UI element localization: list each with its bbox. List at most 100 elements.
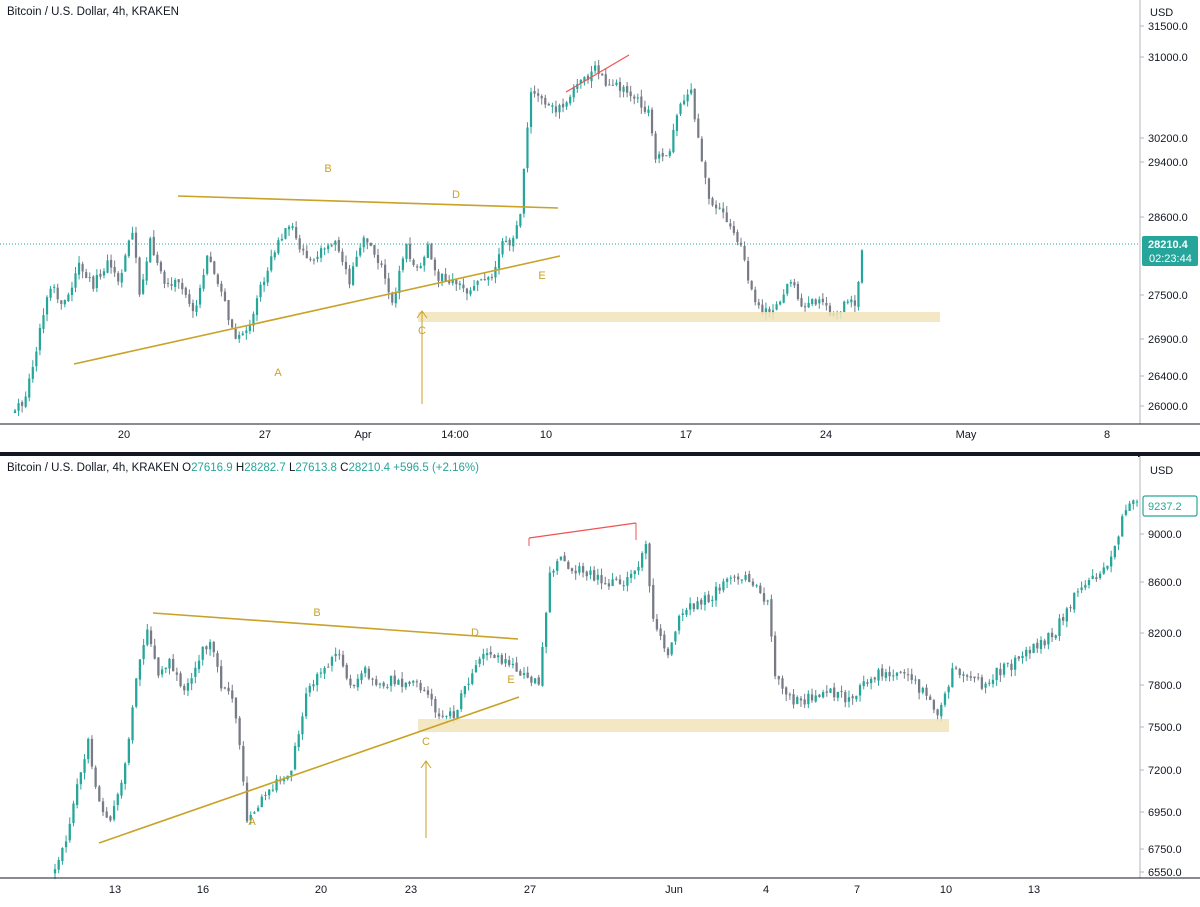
candle: [1121, 513, 1124, 537]
candle-body: [220, 666, 223, 689]
time-axis[interactable]: 13 16 20 23 27 Jun 4 7 10 13: [0, 877, 1200, 896]
candle: [98, 784, 101, 802]
plot-area[interactable]: [0, 456, 1139, 880]
y-tick-label: 7500.0: [1148, 722, 1182, 734]
candle: [744, 571, 747, 582]
y-tick-label: 6950.0: [1148, 807, 1182, 819]
candle-body: [270, 256, 273, 271]
candle: [327, 663, 330, 668]
triangle-upper-trendline: [152, 612, 519, 640]
candle: [567, 560, 570, 570]
candle: [732, 221, 735, 236]
candle: [371, 677, 374, 686]
candle: [910, 668, 913, 684]
candle-body: [109, 259, 113, 268]
candle: [958, 667, 961, 679]
candle: [369, 242, 372, 247]
candle-body: [740, 579, 744, 581]
divergence-line: [565, 54, 630, 93]
candle: [348, 264, 351, 289]
pane-separator[interactable]: [0, 452, 1200, 457]
candle-body: [223, 687, 227, 689]
plot-background: [0, 456, 1138, 878]
pattern-annotations: A B C D E: [98, 522, 949, 844]
candle-body: [455, 279, 458, 285]
candle-body: [850, 299, 853, 303]
candle: [1135, 499, 1139, 507]
price-axis[interactable]: USD 31500.0 31000.0 30200.0 29400.0 28600.0 27…: [1139, 0, 1200, 424]
ohlc-change: +596.5 (+2.16%): [393, 462, 479, 474]
candle-body: [348, 268, 351, 285]
candle: [117, 271, 120, 286]
candle-body: [843, 301, 846, 313]
candle-body: [327, 245, 330, 250]
candle-body: [290, 770, 293, 775]
candle-body: [761, 304, 764, 313]
candle: [177, 279, 180, 289]
candle-body: [789, 282, 792, 284]
candle: [650, 107, 654, 137]
candle-body: [338, 654, 341, 656]
candle: [770, 594, 773, 642]
candle-body: [1010, 663, 1013, 671]
candle-body: [777, 676, 780, 680]
pattern-label-c: C: [422, 736, 430, 748]
candle: [70, 281, 74, 302]
candle: [462, 278, 465, 293]
candle: [604, 68, 607, 87]
candle-body: [271, 789, 275, 791]
candle-body: [1073, 592, 1076, 610]
chart-panel-bottom[interactable]: A B C D E USD 9000.0 8600.0 8200.0 7800.0 7500.0 7…: [0, 456, 1200, 907]
candle-body: [551, 105, 554, 107]
candle: [21, 400, 24, 413]
candle-body: [633, 96, 636, 99]
candle: [323, 665, 326, 680]
candlestick-chart-bottom[interactable]: A B C D E USD 9000.0 8600.0 8200.0 7800.0 7500.0 7…: [0, 456, 1200, 907]
candle: [665, 155, 668, 157]
candle-body: [412, 680, 415, 683]
candle-body: [1091, 575, 1094, 579]
y-tick-label: 29400.0: [1148, 157, 1188, 169]
candle-body: [581, 566, 585, 573]
candle-body: [903, 672, 906, 674]
candle-body: [419, 682, 422, 691]
ohlc-low: 27613.8: [295, 462, 337, 474]
candle: [796, 695, 799, 705]
candle: [570, 567, 574, 574]
candle: [1036, 638, 1039, 653]
candle: [873, 676, 876, 683]
candle-body: [260, 796, 263, 808]
chart-panel-top[interactable]: A B C D E USD 31500.0 31000.0 30200.0 29400.0 286…: [0, 0, 1200, 453]
candle-body: [1061, 617, 1065, 621]
candle: [847, 690, 851, 708]
plot-area[interactable]: [0, 0, 1138, 424]
candle: [338, 649, 341, 660]
candle-body: [216, 274, 219, 284]
candle-body: [98, 786, 101, 802]
candle-body: [1113, 545, 1116, 558]
candle-body: [131, 232, 134, 240]
candle-body: [743, 245, 746, 260]
time-axis[interactable]: 20 27 Apr 14:00 10 17 24 May 8: [0, 423, 1200, 441]
candle: [38, 323, 42, 356]
candle-body: [811, 299, 814, 305]
candle: [589, 566, 592, 580]
candle: [404, 682, 407, 690]
candle: [159, 260, 163, 274]
candle-body: [109, 816, 112, 821]
candlestick-chart-top[interactable]: A B C D E USD 31500.0 31000.0 30200.0 29400.0 286…: [0, 0, 1200, 453]
candle-body: [248, 325, 251, 331]
candle: [762, 587, 766, 605]
candle-body: [76, 784, 79, 805]
candle-body: [337, 240, 340, 252]
candle: [124, 761, 127, 790]
candle: [622, 580, 625, 591]
candle-body: [376, 254, 380, 263]
candle: [736, 229, 739, 246]
y-tick-label: 7200.0: [1148, 765, 1182, 777]
price-axis[interactable]: USD 9000.0 8600.0 8200.0 7800.0 7500.0 7200.0 6…: [1139, 456, 1200, 879]
candle: [707, 590, 710, 604]
candle: [227, 681, 230, 695]
candle: [519, 213, 522, 228]
candle: [818, 296, 821, 309]
